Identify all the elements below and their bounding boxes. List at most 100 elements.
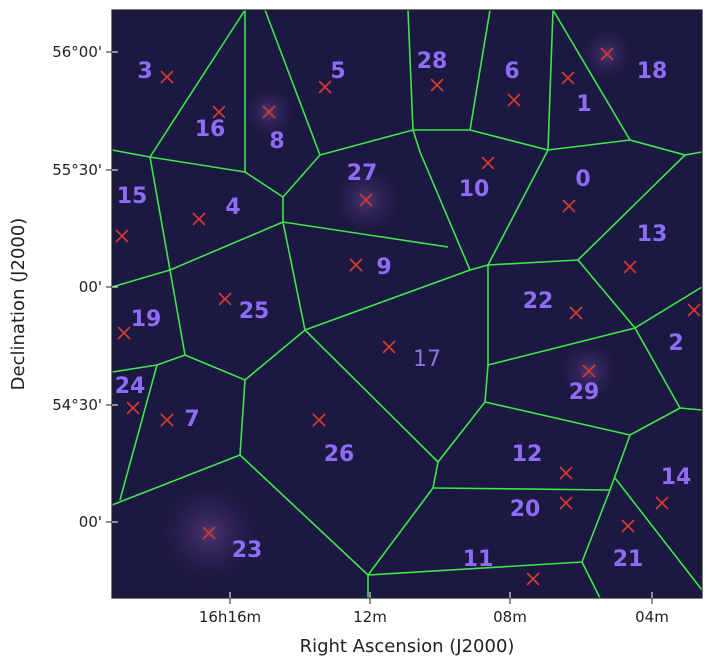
source-cross bbox=[561, 71, 575, 85]
source-cross bbox=[687, 303, 701, 317]
source-cross bbox=[559, 466, 573, 480]
cross-stroke bbox=[359, 193, 373, 207]
source-cross bbox=[569, 306, 583, 320]
source-cross bbox=[621, 519, 635, 533]
axis-ticks: 16h16m 12m 08m 04m 56°00' 55°30' 00' 54°30' 00' bbox=[52, 43, 669, 626]
cross-stroke bbox=[202, 526, 216, 540]
cross-stroke bbox=[349, 258, 363, 272]
source-cross bbox=[117, 326, 131, 340]
region-label: 16 bbox=[195, 117, 226, 142]
source-cross bbox=[623, 260, 637, 274]
region-label: 4 bbox=[225, 195, 240, 220]
x-axis-label: Right Ascension (J2000) bbox=[300, 636, 515, 657]
region-label: 26 bbox=[324, 442, 355, 467]
source-cross bbox=[202, 526, 216, 540]
region-label: 20 bbox=[510, 497, 541, 522]
region-label: 6 bbox=[504, 59, 519, 84]
region-label: 22 bbox=[523, 289, 554, 314]
region-label: 10 bbox=[459, 177, 490, 202]
source-cross bbox=[349, 258, 363, 272]
y-axis-label: Declination (J2000) bbox=[8, 218, 29, 391]
cross-stroke bbox=[600, 47, 614, 61]
cross-stroke bbox=[655, 496, 669, 510]
cross-stroke bbox=[115, 229, 129, 243]
region-label: 19 bbox=[131, 307, 162, 332]
cross-stroke bbox=[262, 105, 276, 119]
source-cross bbox=[126, 401, 140, 415]
region-label: 29 bbox=[569, 380, 600, 405]
region-label: 27 bbox=[347, 161, 378, 186]
source-cross bbox=[218, 292, 232, 306]
source-cross bbox=[115, 229, 129, 243]
cross-stroke bbox=[481, 156, 495, 170]
source-cross bbox=[262, 105, 276, 119]
cross-stroke bbox=[382, 340, 396, 354]
source-cross bbox=[430, 78, 444, 92]
source-cross bbox=[507, 93, 521, 107]
cross-stroke bbox=[218, 292, 232, 306]
source-cross bbox=[382, 340, 396, 354]
source-cross bbox=[312, 413, 326, 427]
cross-stroke bbox=[192, 212, 206, 226]
cross-stroke bbox=[117, 326, 131, 340]
y-tick-label: 00' bbox=[79, 278, 102, 296]
cross-stroke bbox=[312, 413, 326, 427]
region-label: 3 bbox=[137, 59, 152, 84]
region-label: 2 bbox=[668, 331, 683, 356]
cross-stroke bbox=[507, 93, 521, 107]
region-label: 23 bbox=[232, 538, 263, 563]
region-label: 5 bbox=[330, 59, 345, 84]
region-label: 11 bbox=[463, 547, 494, 572]
region-label: 13 bbox=[637, 222, 668, 247]
region-label: 18 bbox=[637, 59, 668, 84]
y-tick-label: 55°30' bbox=[52, 161, 102, 179]
region-label: 12 bbox=[512, 442, 543, 467]
source-cross bbox=[318, 80, 332, 94]
cross-stroke bbox=[623, 260, 637, 274]
cross-stroke bbox=[582, 364, 596, 378]
cross-stroke bbox=[562, 199, 576, 213]
x-tick-label: 16h16m bbox=[199, 608, 261, 626]
x-tick-label: 08m bbox=[493, 608, 527, 626]
y-tick-label: 54°30' bbox=[52, 396, 102, 414]
x-tick-label: 12m bbox=[353, 608, 387, 626]
source-cross bbox=[481, 156, 495, 170]
source-cross bbox=[192, 212, 206, 226]
cross-stroke bbox=[318, 80, 332, 94]
x-tick-label: 04m bbox=[635, 608, 669, 626]
source-cross bbox=[582, 364, 596, 378]
cross-stroke bbox=[160, 70, 174, 84]
cross-stroke bbox=[621, 519, 635, 533]
cross-stroke bbox=[561, 71, 575, 85]
region-label: 21 bbox=[613, 547, 644, 572]
cross-stroke bbox=[526, 572, 540, 586]
y-tick-label: 00' bbox=[79, 513, 102, 531]
y-tick-label: 56°00' bbox=[52, 43, 102, 61]
source-cross bbox=[600, 47, 614, 61]
cross-stroke bbox=[569, 306, 583, 320]
region-label: 17 bbox=[413, 347, 441, 372]
source-cross bbox=[559, 496, 573, 510]
region-label: 15 bbox=[117, 184, 148, 209]
plot-frame bbox=[111, 9, 703, 599]
region-label: 8 bbox=[269, 129, 284, 154]
region-label: 0 bbox=[575, 167, 590, 192]
source-cross bbox=[160, 413, 174, 427]
source-markers bbox=[115, 47, 701, 586]
cross-stroke bbox=[160, 413, 174, 427]
cross-stroke bbox=[430, 78, 444, 92]
voronoi-edges bbox=[111, 9, 703, 599]
source-cross bbox=[655, 496, 669, 510]
region-label: 24 bbox=[115, 374, 146, 399]
cross-stroke bbox=[687, 303, 701, 317]
source-cross bbox=[212, 105, 226, 119]
source-cross bbox=[359, 193, 373, 207]
cross-stroke bbox=[126, 401, 140, 415]
source-cross bbox=[160, 70, 174, 84]
region-label: 7 bbox=[184, 407, 199, 432]
region-labels: 3 16 8 5 28 6 1 18 15 4 27 10 0 13 9 22 25 19 17 2 24 7 29 26 12… bbox=[115, 49, 692, 572]
region-label: 25 bbox=[239, 299, 270, 324]
region-label: 1 bbox=[576, 92, 591, 117]
region-label: 28 bbox=[417, 49, 448, 74]
